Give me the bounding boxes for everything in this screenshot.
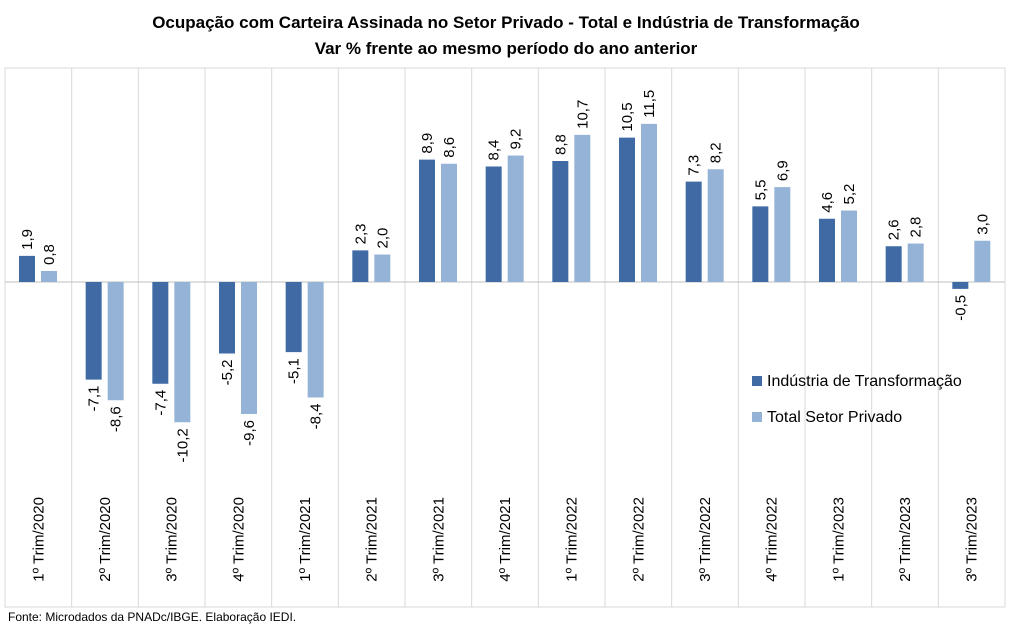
data-label-total: -9,6	[241, 420, 258, 446]
data-label-industria: -7,4	[152, 390, 169, 416]
bar-total	[574, 134, 591, 282]
data-label-industria: 1,9	[19, 229, 36, 250]
bar-total	[707, 169, 724, 282]
legend-label-industria: Indústria de Transformação	[767, 373, 962, 390]
data-label-total: 8,2	[708, 142, 725, 163]
data-label-industria: 7,3	[686, 155, 703, 176]
bar-total	[241, 282, 257, 414]
bar-total	[374, 254, 391, 282]
chart-title: Ocupação com Carteira Assinada no Setor …	[152, 13, 860, 32]
category-label: 3º Trim/2022	[697, 497, 714, 582]
data-label-industria: 2,3	[352, 224, 369, 245]
source-note: Fonte: Microdados da PNADc/IBGE. Elabora…	[8, 610, 297, 624]
legend-swatch-industria	[752, 376, 762, 386]
data-label-industria: 10,5	[619, 102, 636, 131]
category-label: 3º Trim/2020	[164, 497, 181, 582]
category-label: 4º Trim/2020	[230, 497, 247, 582]
data-label-total: 2,8	[908, 217, 925, 238]
bar-industria	[152, 282, 169, 384]
bar-industria	[952, 282, 969, 289]
data-label-industria: -5,1	[286, 358, 303, 384]
category-label: 4º Trim/2021	[497, 497, 514, 582]
data-label-industria: 4,6	[819, 192, 836, 213]
category-label: 4º Trim/2022	[764, 497, 781, 582]
data-label-total: 8,6	[441, 137, 458, 158]
bar-industria	[85, 282, 102, 380]
data-label-total: 6,9	[774, 160, 791, 181]
bar-total	[641, 123, 657, 282]
bar-industria	[19, 255, 35, 282]
data-label-total: 11,5	[641, 90, 658, 118]
data-label-industria: 5,5	[752, 180, 769, 201]
bar-total	[841, 210, 857, 282]
data-label-industria: -0,5	[952, 295, 969, 321]
bar-total	[774, 187, 791, 282]
category-label: 1º Trim/2021	[297, 497, 314, 582]
bar-industria	[685, 181, 702, 282]
category-label: 3º Trim/2023	[964, 497, 981, 582]
data-label-total: 10,7	[574, 100, 591, 129]
category-label: 3º Trim/2021	[430, 497, 447, 582]
category-label: 2º Trim/2022	[630, 497, 647, 582]
bar-industria	[619, 137, 635, 282]
bar-industria	[352, 250, 369, 282]
bar-total	[41, 271, 57, 282]
bar-industria	[752, 206, 769, 282]
plot-frame	[4, 67, 1006, 608]
bar-industria	[885, 246, 902, 282]
bar-total	[174, 282, 191, 423]
data-label-total: -10,2	[174, 428, 191, 462]
bar-industria	[219, 282, 235, 354]
category-label: 1º Trim/2023	[830, 497, 847, 582]
data-label-industria: 2,6	[886, 219, 903, 240]
bar-industria	[552, 161, 569, 282]
data-label-industria: -5,2	[219, 360, 236, 386]
data-label-industria: -7,1	[86, 386, 103, 412]
category-label: 1º Trim/2022	[564, 497, 581, 582]
data-label-total: 0,8	[41, 244, 58, 265]
data-label-total: 3,0	[974, 214, 991, 235]
category-label: 2º Trim/2023	[897, 497, 914, 582]
bar-total	[107, 282, 124, 401]
bar-total	[307, 282, 324, 398]
chart-subtitle: Var % frente ao mesmo período do ano ant…	[314, 39, 698, 58]
category-label: 2º Trim/2021	[364, 497, 381, 582]
legend-label-total: Total Setor Privado	[767, 409, 902, 426]
legend-swatch-total	[752, 412, 762, 422]
data-label-total: 9,2	[508, 129, 525, 150]
category-label: 1º Trim/2020	[30, 497, 47, 582]
bar-total	[974, 240, 991, 282]
category-label: 2º Trim/2020	[97, 497, 114, 582]
data-label-total: -8,6	[108, 406, 125, 432]
data-label-industria: 8,8	[552, 134, 569, 155]
bar-total	[907, 243, 924, 282]
bar-industria	[485, 166, 502, 282]
bar-total	[507, 155, 524, 282]
data-label-industria: 8,9	[419, 133, 436, 154]
bar-industria	[419, 159, 435, 282]
bar-industria	[285, 282, 302, 353]
data-label-total: 5,2	[841, 184, 858, 205]
data-label-total: -8,4	[308, 404, 325, 430]
bar-industria	[819, 218, 835, 282]
bar-total	[441, 163, 457, 282]
data-label-total: 2,0	[374, 228, 391, 249]
data-label-industria: 8,4	[486, 140, 503, 161]
